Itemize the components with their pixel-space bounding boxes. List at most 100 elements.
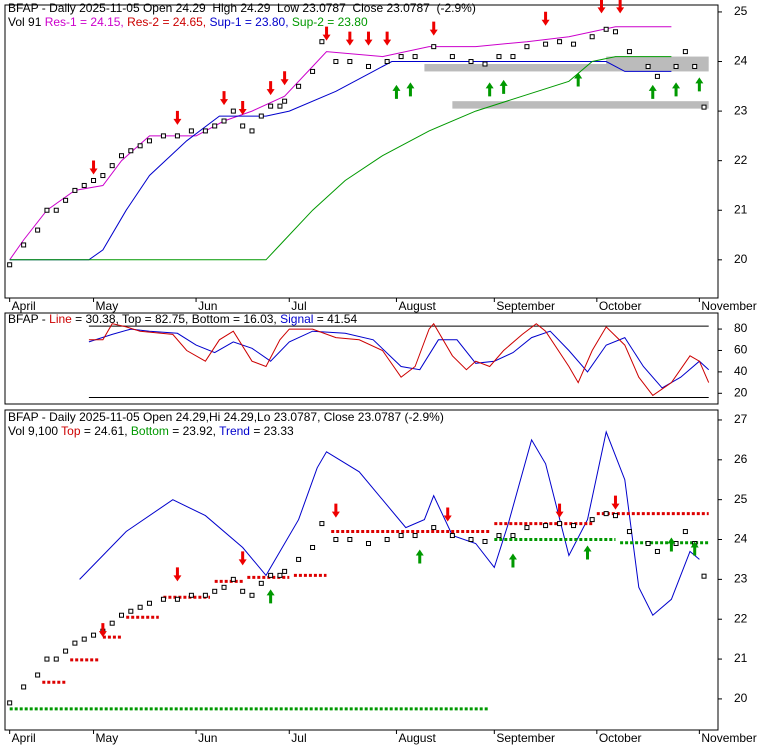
indicator-line — [88, 328, 710, 389]
price-bar — [654, 548, 660, 554]
price-bar — [277, 572, 283, 578]
price-bar — [249, 592, 255, 598]
price-bar — [109, 163, 115, 169]
y-tick-label: 22 — [734, 611, 748, 625]
price-bar — [100, 173, 106, 179]
price-bar — [230, 576, 236, 582]
header-text: = 23.33 — [250, 424, 294, 438]
indicator-line — [9, 61, 672, 261]
buy-arrow — [508, 553, 517, 568]
price-bar — [81, 636, 87, 642]
price-bar — [654, 73, 660, 79]
price-bar — [44, 207, 50, 213]
price-bar — [645, 540, 651, 546]
price-bar — [412, 54, 418, 60]
header-text: Vol 9,100 — [8, 424, 61, 438]
price-bar — [221, 584, 227, 590]
sell-arrow — [541, 11, 550, 26]
price-bar — [258, 580, 264, 586]
price-bar — [137, 604, 143, 610]
x-tick-label: April — [12, 731, 36, 745]
y-tick-label: 23 — [734, 572, 748, 586]
price-bar — [7, 700, 13, 706]
sell-arrow — [616, 0, 625, 14]
level-line — [9, 538, 709, 711]
price-bar — [626, 49, 632, 55]
price-bar — [496, 533, 502, 539]
price-bar — [212, 123, 218, 129]
x-tick-label: April — [12, 299, 36, 313]
header-text: BFAP - — [8, 312, 49, 326]
sell-arrow — [331, 503, 340, 518]
price-bar — [496, 54, 502, 60]
y-tick-label: 20 — [734, 691, 748, 705]
header-line: BFAP - Line = 30.38, Top = 82.75, Bottom… — [8, 312, 357, 326]
x-tick-label: October — [599, 299, 642, 313]
price-bar — [589, 34, 595, 40]
price-bar — [333, 537, 339, 543]
price-bar — [188, 128, 194, 134]
price-bar — [510, 54, 516, 60]
price-bar — [449, 54, 455, 60]
x-tick-label: Jul — [291, 731, 306, 745]
price-bar — [72, 187, 78, 193]
x-tick-label: November — [701, 731, 756, 745]
header-text: = 23.92, — [169, 424, 219, 438]
price-bar — [333, 59, 339, 65]
price-bar — [277, 103, 283, 109]
price-bar — [128, 608, 134, 614]
price-bar — [673, 63, 679, 69]
price-bar — [571, 41, 577, 47]
price-bar — [137, 143, 143, 149]
price-bar — [202, 128, 208, 134]
price-bar — [468, 59, 474, 65]
header-text: = 41.54 — [313, 312, 357, 326]
price-bar — [319, 39, 325, 45]
header-text: BFAP - Daily 2025-11-05 Open 24.29,Hi 24… — [8, 410, 444, 424]
price-bar — [347, 59, 353, 65]
price-bar — [63, 197, 69, 203]
buy-arrow — [266, 589, 275, 604]
sell-arrow — [429, 21, 438, 36]
price-bar — [119, 153, 125, 159]
price-bar — [365, 63, 371, 69]
sell-arrow — [98, 623, 107, 638]
y-tick-label: 23 — [734, 103, 748, 117]
x-tick-label: August — [398, 299, 436, 313]
price-bar — [91, 178, 97, 184]
y-tick-label: 80 — [734, 321, 748, 335]
sell-arrow — [173, 110, 182, 125]
price-bar — [240, 588, 246, 594]
price-bar — [603, 26, 609, 32]
price-bar — [249, 128, 255, 134]
buy-arrow — [499, 79, 508, 94]
header-text: Trend — [219, 424, 250, 438]
header-line: BFAP - Daily 2025-11-05 Open 24.29 High … — [8, 1, 476, 15]
price-bar — [319, 521, 325, 527]
price-bar — [645, 63, 651, 69]
y-tick-label: 25 — [734, 492, 748, 506]
price-bar — [626, 529, 632, 535]
y-tick-label: 20 — [734, 252, 748, 266]
header-line: Vol 9,100 Top = 24.61, Bottom = 23.92, T… — [8, 424, 294, 438]
price-bar — [7, 262, 13, 268]
buy-arrow — [690, 541, 699, 556]
x-tick-label: Jul — [291, 299, 306, 313]
price-bar — [612, 29, 618, 35]
sell-arrow — [173, 567, 182, 582]
sell-arrow — [383, 31, 392, 46]
price-bar — [398, 533, 404, 539]
price-bar — [109, 620, 115, 626]
price-bar — [347, 537, 353, 543]
y-tick-label: 21 — [734, 202, 748, 216]
header-line: Vol 91 Res-1 = 24.15, Res-2 = 24.65, Sup… — [8, 15, 368, 29]
x-tick-label: May — [96, 731, 119, 745]
price-bar — [282, 98, 288, 104]
sell-arrow — [220, 91, 229, 106]
price-bar — [119, 612, 125, 618]
sell-arrow — [597, 0, 606, 14]
price-bar — [603, 511, 609, 517]
sell-arrow — [443, 507, 452, 522]
price-bar — [230, 108, 236, 114]
price-bar — [468, 537, 474, 543]
